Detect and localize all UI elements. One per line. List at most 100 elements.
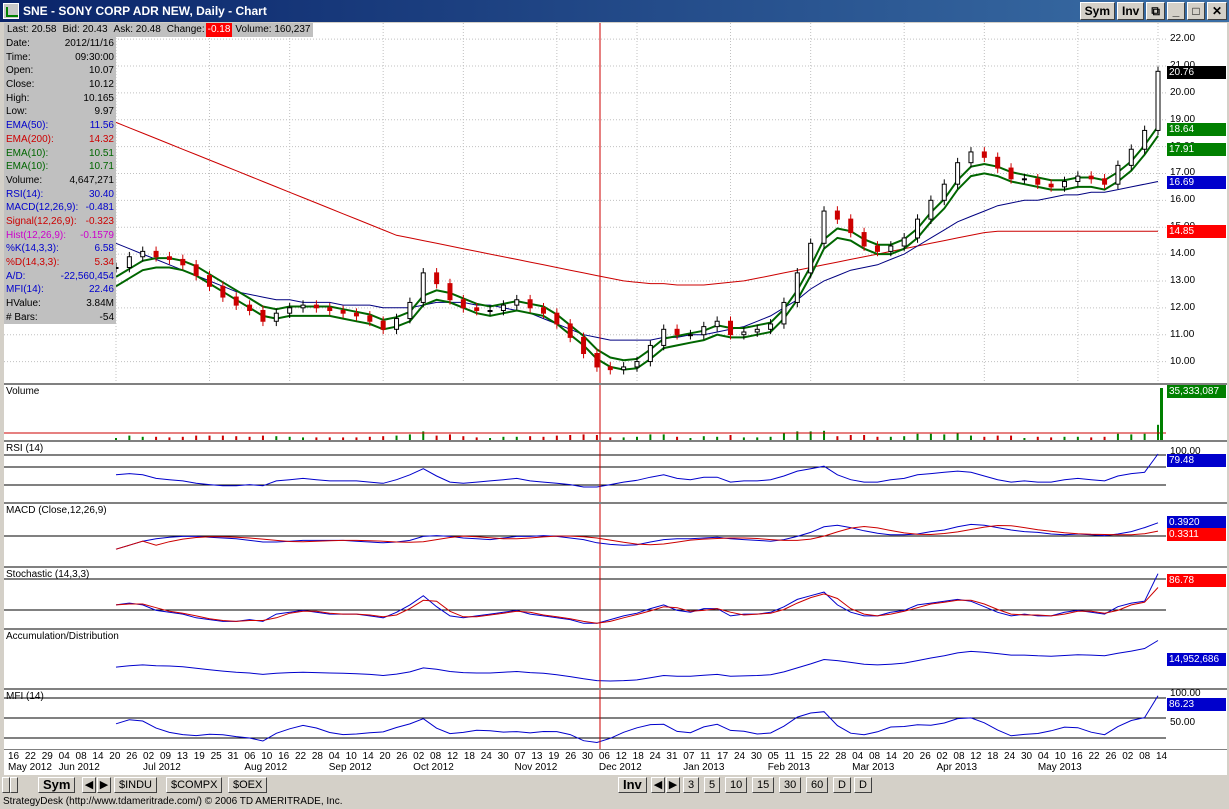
symbol-tab-oex[interactable]: $OEX [228,777,268,793]
volume-label: Volume [6,386,40,397]
change-label: Change: [166,24,205,35]
volume-chart[interactable] [4,385,1166,440]
macd-pane[interactable]: MACD (Close,12,26,9) 0.3920 0.3311 [4,504,1227,568]
price-pane[interactable]: Last: 20.58 Bid: 20.43 Ask: 20.48 Change… [4,23,1227,385]
time-axis-day: 18 [987,751,999,762]
period-left-icon[interactable]: ◀ [651,777,665,793]
data-panel-value: 9.97 [94,106,114,118]
minimize-button[interactable]: _ [1166,2,1185,20]
tab-left-icon[interactable]: ◀ [82,777,96,793]
period-button[interactable]: 15 [752,777,775,793]
time-axis-day: 24 [733,751,746,762]
price-axis[interactable]: 22.0021.0020.0019.0018.0017.0016.0015.00… [1166,23,1227,383]
rsi-axis[interactable]: 100.00 79.48 [1166,442,1227,502]
scroll-left-icon[interactable] [2,777,10,793]
sym-tab[interactable]: Sym [38,777,76,793]
maximize-button[interactable]: □ [1186,2,1205,20]
volume-bar [235,436,238,440]
volume-bar [863,435,866,440]
volume-pane[interactable]: Volume 35,333,087 [4,385,1227,442]
time-axis-day: 16 [1071,751,1083,762]
volume-bar [328,437,331,440]
macd-chart[interactable] [4,504,1166,566]
period-right-icon[interactable]: ▶ [666,777,680,793]
candle-body [1035,178,1041,185]
candle-body [193,264,199,277]
candle-body [380,320,386,330]
ad-pane[interactable]: Accumulation/Distribution 14,952,686 [4,630,1227,690]
price-tick: 22.00 [1170,33,1196,45]
chart-area[interactable]: Last: 20.58 Bid: 20.43 Ask: 20.48 Change… [4,23,1227,775]
volume-bar [823,430,826,440]
mfi-pane[interactable]: MFI (14) 100.00 86.23 50.00 [4,688,1227,750]
time-axis[interactable]: 16 22 29 04 08 14 20 26 02 09 13 19 25 31 06 10 16 22 28 04… [4,750,1227,775]
stochastic-label: Stochastic (14,3,3) [6,569,90,580]
time-axis-day: 17 [717,751,729,762]
sym-button[interactable]: Sym [1079,2,1116,20]
mfi-tick-100: 100.00 [1170,688,1201,699]
period-button[interactable]: 30 [779,777,802,793]
candle-body [166,256,172,260]
volume-bar [636,436,638,440]
time-axis-day: 26 [126,751,138,762]
volume-axis[interactable]: 35,333,087 [1166,385,1227,440]
candle-body [367,315,373,322]
time-axis-month: Apr 2013 [936,762,978,773]
inv-button[interactable]: Inv [1117,2,1145,20]
period-button[interactable]: 5 [704,777,721,793]
candle-body [540,307,546,314]
stochastic-chart[interactable] [4,568,1166,628]
candle-body [1021,178,1027,181]
period-button[interactable]: 10 [725,777,748,793]
candle-body [981,151,987,158]
time-axis-day: 19 [548,751,560,762]
restore-icon[interactable]: ⧉ [1146,2,1165,20]
candle-body [313,304,319,309]
volume-bar [1103,436,1106,440]
rsi-line [115,453,1159,488]
volume-bar [155,436,158,440]
stochastic-pane[interactable]: Stochastic (14,3,3) 86.78 [4,568,1227,630]
ad-chart[interactable] [4,630,1166,688]
mfi-chart[interactable] [4,690,1166,749]
macd-label: MACD (Close,12,26,9) [6,505,107,516]
price-tag: 20.76 [1167,66,1226,80]
period-button[interactable]: 60 [806,777,829,793]
symbol-tab-indu[interactable]: $INDU [114,777,158,793]
time-axis-day: 04 [852,751,864,762]
candle-body [647,344,653,363]
period-button[interactable]: D [833,777,851,793]
volume-bar [248,436,251,440]
data-panel-row: EMA(200): 14.32 [4,133,116,147]
tab-right-icon[interactable]: ▶ [97,777,111,793]
data-panel-row: A/D: -22,560,454 [4,270,116,284]
rsi-pane[interactable]: RSI (14) 100.00 79.48 [4,442,1227,504]
volume-bar [609,437,612,440]
time-axis-day: 08 [869,751,881,762]
price-chart[interactable] [4,23,1166,383]
period-button[interactable]: 3 [683,777,700,793]
volume-bar [529,436,532,440]
candle-body [447,283,453,301]
rsi-chart[interactable] [4,442,1166,502]
data-panel-value: 3.84M [86,298,114,310]
period-button[interactable]: D [854,777,872,793]
volume-bar [408,434,411,440]
candle-body [687,334,693,337]
close-button[interactable]: ✕ [1206,2,1227,20]
scroll-right-icon[interactable] [10,777,18,793]
candle-body [955,162,961,185]
stochastic-axis[interactable]: 86.78 [1166,568,1227,628]
candle-body [928,199,934,220]
candle-body [634,361,640,368]
ad-axis[interactable]: 14,952,686 [1166,630,1227,688]
candle-body [287,307,293,314]
volume-bar [1076,436,1079,440]
symbol-tab-compx[interactable]: $COMPX [166,777,223,793]
macd-axis[interactable]: 0.3920 0.3311 [1166,504,1227,566]
inv-tab[interactable]: Inv [618,777,647,793]
mfi-axis[interactable]: 100.00 86.23 50.00 [1166,688,1227,749]
data-panel-value: 09:30:00 [75,51,114,63]
volume-bar [275,436,278,440]
data-panel-value: 10.12 [88,79,114,91]
